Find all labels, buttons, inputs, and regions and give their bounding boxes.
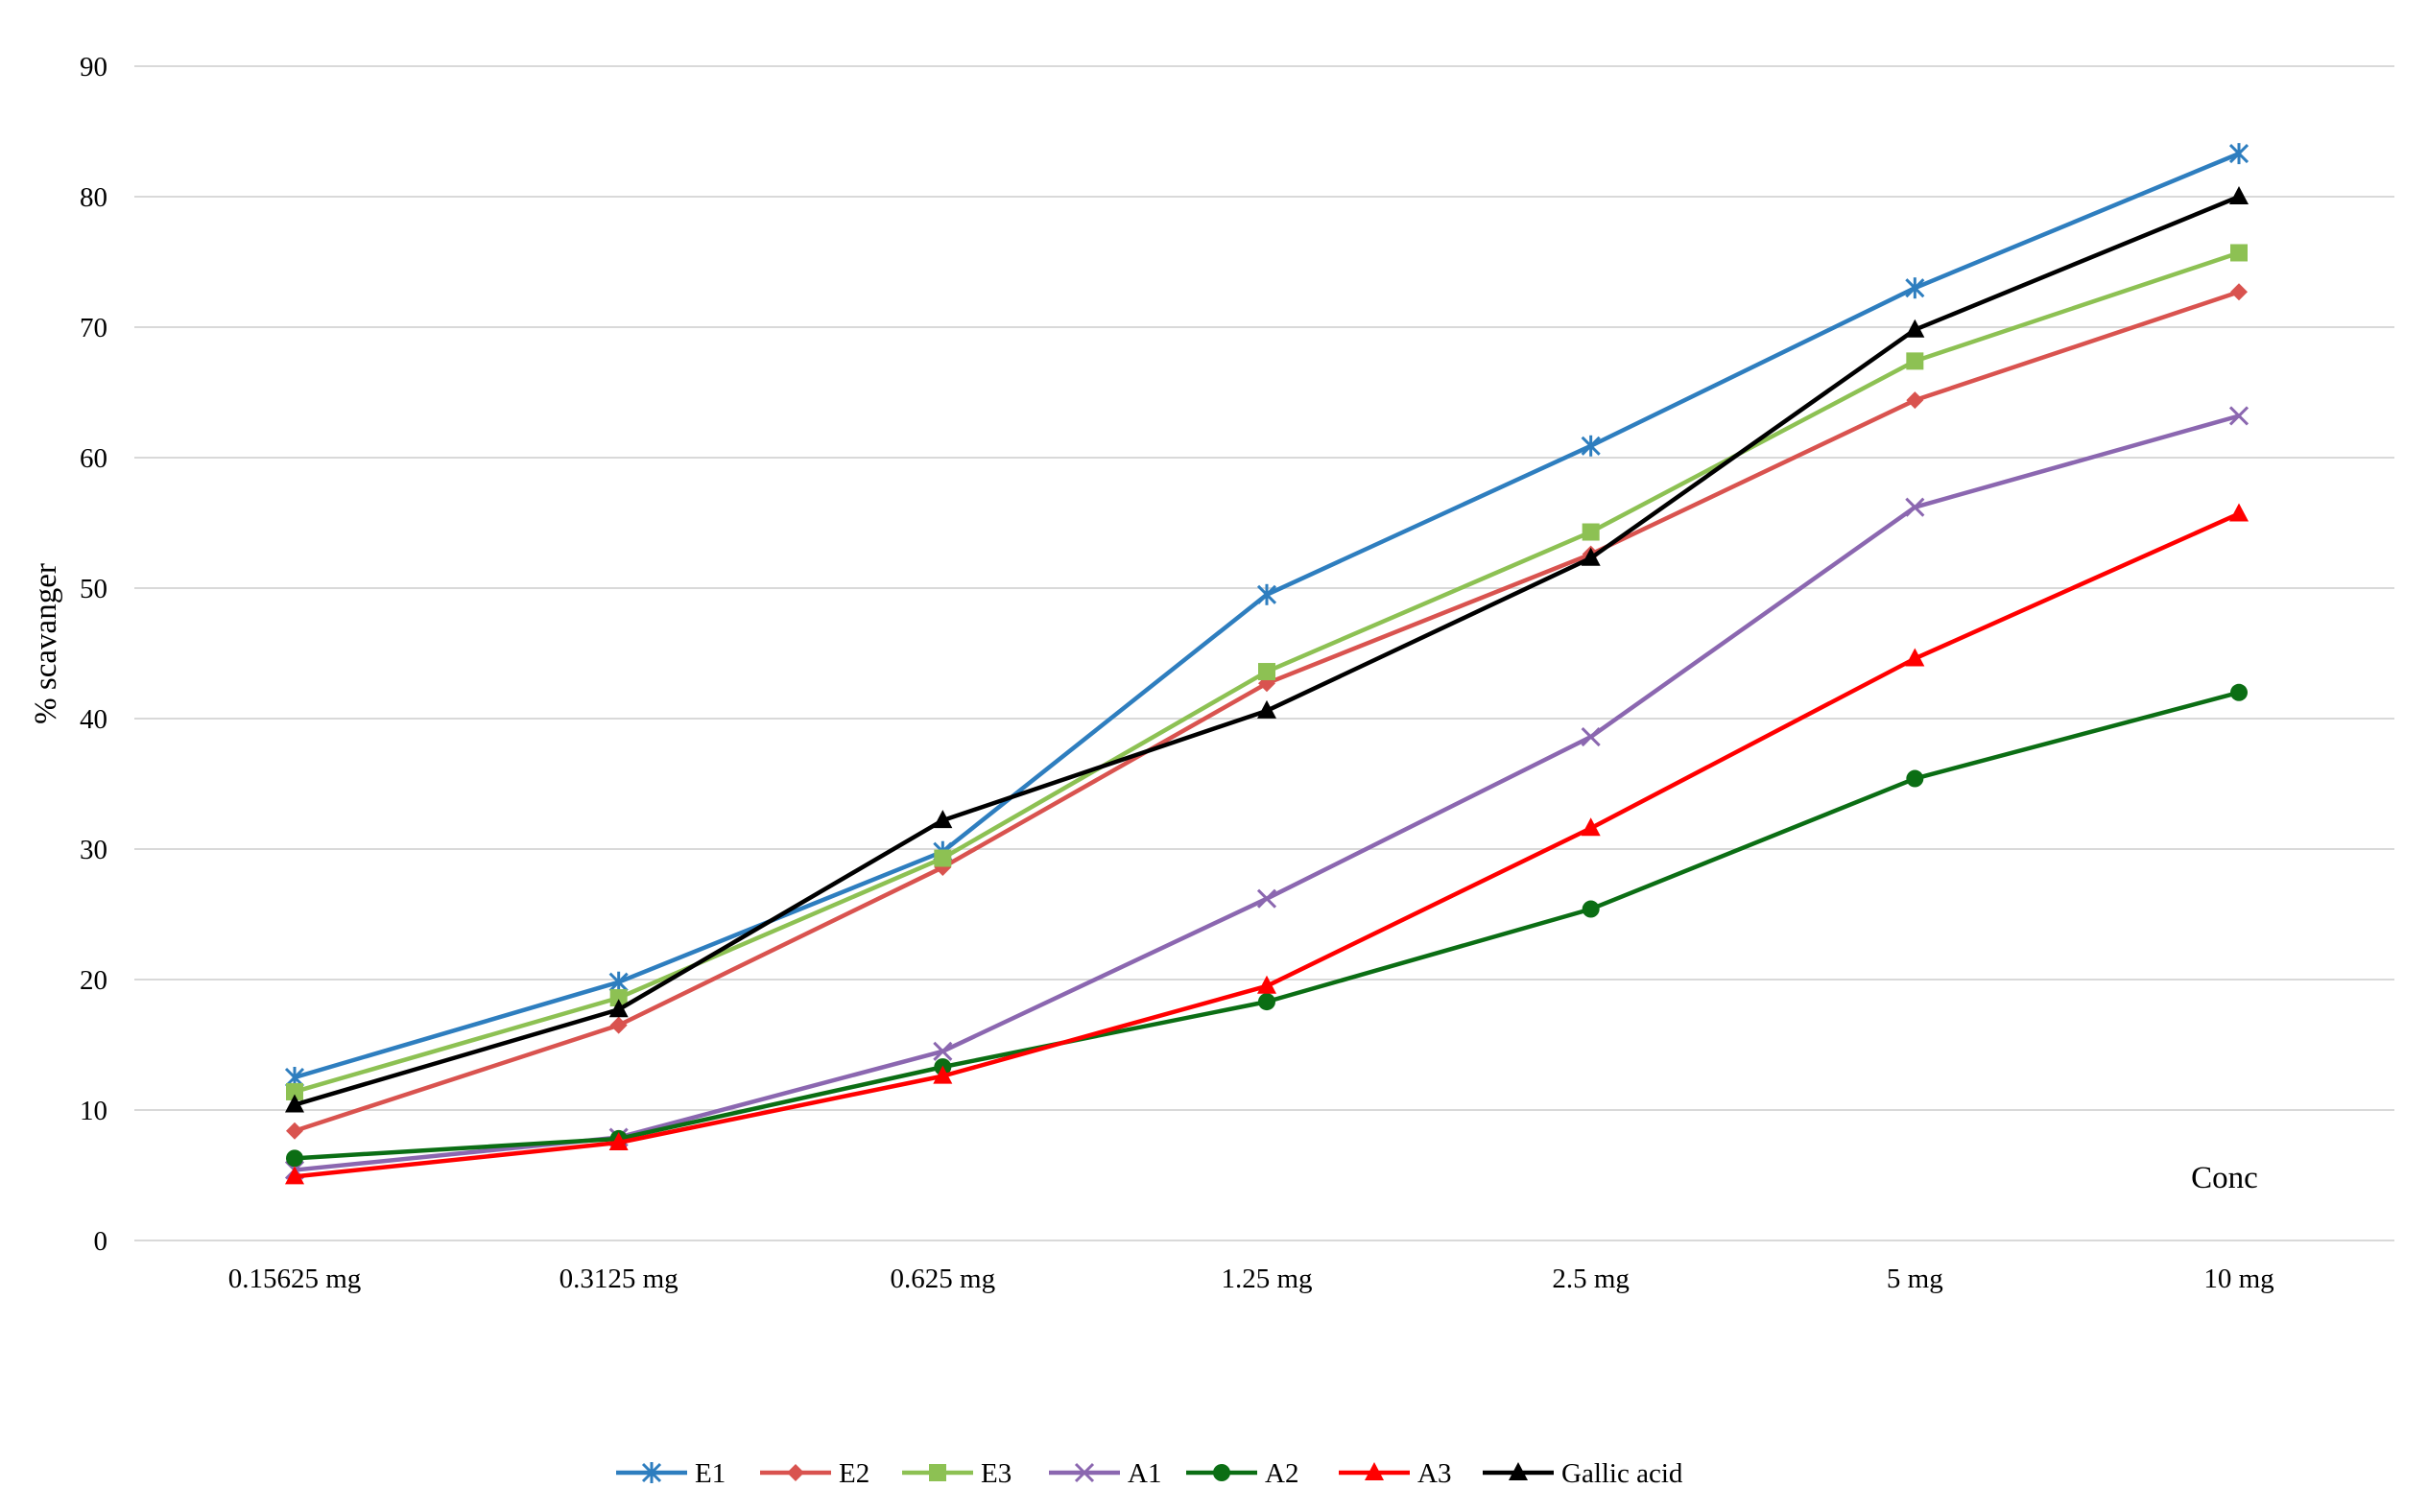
gridlines bbox=[134, 65, 2394, 1241]
data-point bbox=[1905, 497, 1925, 517]
y-tick-label: 80 bbox=[80, 182, 107, 213]
data-point bbox=[609, 989, 628, 1007]
legend-item: E1 bbox=[616, 1458, 726, 1489]
y-tick-label: 90 bbox=[80, 52, 107, 83]
data-point bbox=[2230, 283, 2248, 301]
x-tick-label: 0.15625 mg bbox=[228, 1264, 362, 1294]
data-point bbox=[285, 1094, 304, 1113]
data-point bbox=[1213, 1464, 1230, 1481]
data-point bbox=[609, 1016, 628, 1034]
data-point bbox=[1906, 391, 1924, 410]
data-point bbox=[1257, 699, 1276, 719]
data-point bbox=[1905, 319, 1925, 338]
y-tick-label: 50 bbox=[80, 574, 107, 604]
data-point bbox=[1582, 523, 1600, 541]
data-point bbox=[1074, 1462, 1095, 1483]
data-point bbox=[1258, 993, 1275, 1011]
data-point bbox=[286, 1082, 303, 1100]
series-line bbox=[292, 413, 2242, 1172]
series-a1 bbox=[284, 406, 2249, 1180]
legend-label: E1 bbox=[695, 1458, 726, 1489]
data-point bbox=[933, 1065, 953, 1084]
legend-item: A1 bbox=[1049, 1458, 1161, 1489]
data-point bbox=[1905, 277, 1925, 299]
legend-item: Gallic acid bbox=[1483, 1458, 1683, 1489]
legend-label: E2 bbox=[839, 1458, 869, 1489]
data-point bbox=[933, 810, 953, 829]
data-point bbox=[2230, 244, 2248, 262]
data-point bbox=[2228, 143, 2249, 165]
data-point bbox=[1906, 769, 1924, 788]
x-tick-label: 1.25 mg bbox=[1221, 1264, 1312, 1294]
y-tick-label: 40 bbox=[80, 704, 107, 735]
y-tick-label: 30 bbox=[80, 835, 107, 865]
data-point bbox=[2229, 503, 2249, 522]
x-axis-ticks: 0.15625 mg 0.3125 mg 0.625 mg 1.25 mg 2.5 mg… bbox=[228, 1264, 2274, 1294]
y-tick-label: 10 bbox=[80, 1096, 107, 1126]
data-point bbox=[286, 1149, 303, 1168]
x-tick-label: 2.5 mg bbox=[1552, 1264, 1630, 1294]
series-e1 bbox=[284, 143, 2249, 1088]
legend-label: A3 bbox=[1417, 1458, 1451, 1489]
y-tick-label: 60 bbox=[80, 443, 107, 474]
data-point bbox=[929, 1464, 946, 1481]
series-a2 bbox=[286, 683, 2248, 1168]
series-e3 bbox=[286, 244, 2248, 1100]
legend: E1 E2 E3 A1 A2 A3 Gallic acid bbox=[616, 1458, 1683, 1489]
y-tick-label: 0 bbox=[94, 1226, 108, 1257]
x-tick-label: 10 mg bbox=[2203, 1264, 2273, 1294]
data-point bbox=[286, 1122, 303, 1140]
data-point bbox=[1582, 900, 1600, 918]
data-point bbox=[1581, 817, 1601, 837]
series-line bbox=[292, 511, 2242, 1179]
legend-label: A2 bbox=[1265, 1458, 1298, 1489]
data-point bbox=[1365, 1462, 1384, 1480]
data-point bbox=[1906, 352, 1924, 370]
x-tick-label: 5 mg bbox=[1887, 1264, 1943, 1294]
data-point bbox=[1257, 975, 1276, 994]
data-point bbox=[1905, 648, 1925, 667]
series-a3 bbox=[285, 503, 2249, 1185]
x-tick-label: 0.3125 mg bbox=[559, 1264, 678, 1294]
y-tick-label: 70 bbox=[80, 313, 107, 343]
y-axis-title: % scavanger bbox=[29, 563, 63, 724]
data-point bbox=[1256, 583, 1277, 605]
legend-item: A2 bbox=[1186, 1458, 1298, 1489]
series-line bbox=[292, 151, 2242, 1080]
legend-item: E3 bbox=[902, 1458, 1012, 1489]
data-point bbox=[1581, 726, 1601, 747]
data-point bbox=[285, 1166, 304, 1185]
series-gallic-acid bbox=[285, 186, 2249, 1113]
legend-label: A1 bbox=[1128, 1458, 1161, 1489]
data-point bbox=[2228, 406, 2249, 426]
series-line bbox=[292, 194, 2242, 1107]
y-tick-label: 20 bbox=[80, 965, 107, 996]
x-axis-title: Conc bbox=[2191, 1161, 2258, 1195]
data-point bbox=[1256, 888, 1277, 909]
data-point bbox=[608, 1132, 629, 1150]
series-line bbox=[292, 690, 2242, 1161]
legend-item: E2 bbox=[760, 1458, 869, 1489]
data-point bbox=[787, 1464, 804, 1481]
data-point bbox=[934, 849, 952, 867]
legend-label: E3 bbox=[981, 1458, 1012, 1489]
data-point bbox=[1581, 547, 1601, 566]
data-point bbox=[608, 999, 629, 1018]
data-point bbox=[2230, 683, 2248, 701]
legend-label: Gallic acid bbox=[1561, 1458, 1683, 1489]
data-point bbox=[933, 1041, 953, 1061]
legend-item: A3 bbox=[1339, 1458, 1451, 1489]
data-point bbox=[1258, 663, 1275, 681]
series-lines bbox=[284, 143, 2249, 1185]
x-tick-label: 0.625 mg bbox=[891, 1264, 996, 1294]
data-point bbox=[1509, 1462, 1528, 1480]
data-point bbox=[2229, 186, 2249, 204]
data-point bbox=[641, 1462, 662, 1483]
y-axis-ticks: 0 10 20 30 40 50 60 70 80 90 bbox=[80, 52, 107, 1257]
data-point bbox=[1581, 435, 1601, 457]
